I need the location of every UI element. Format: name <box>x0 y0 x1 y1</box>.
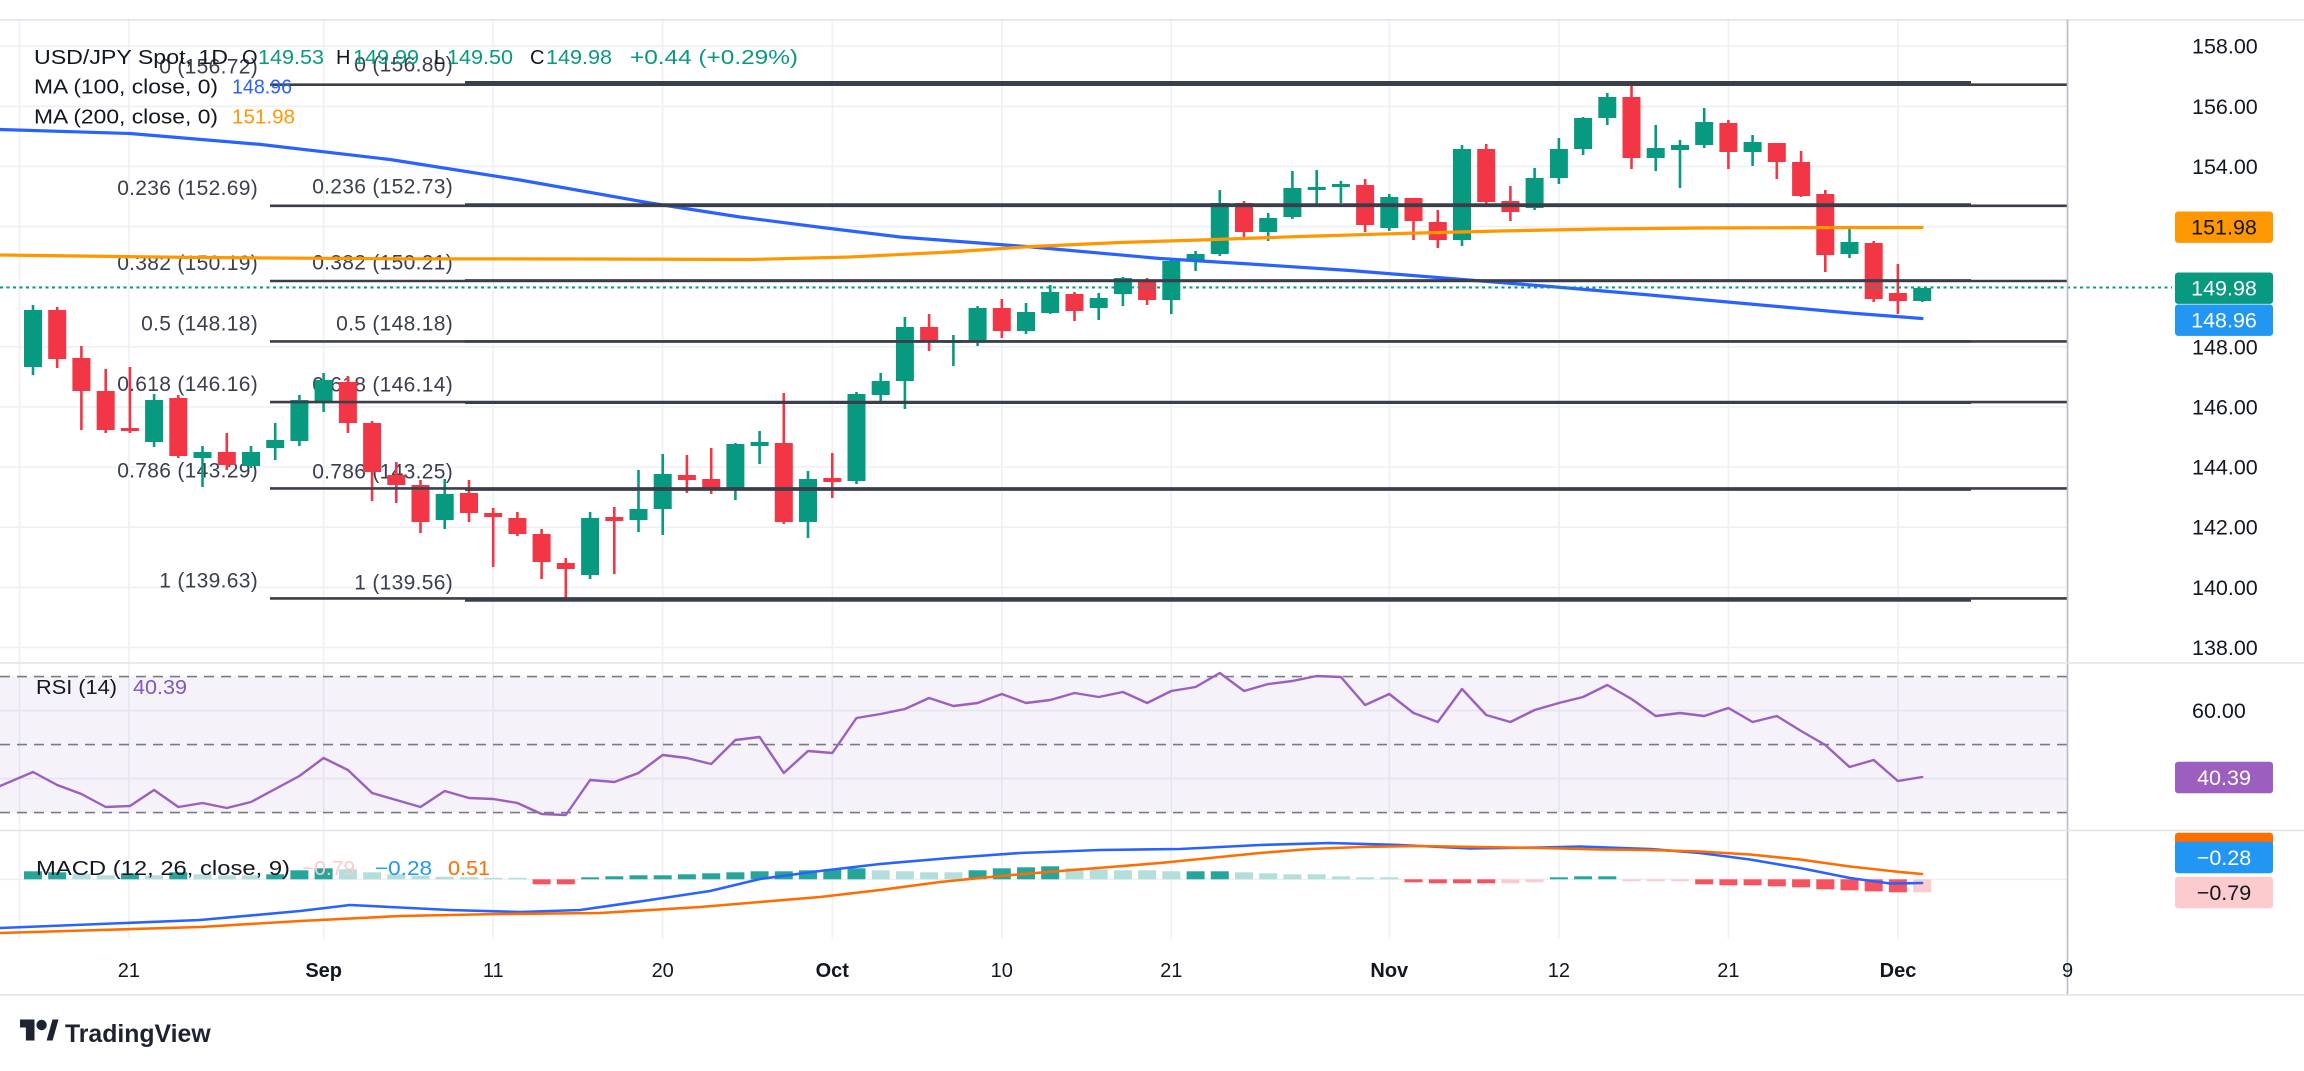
svg-text:TradingView: TradingView <box>65 1021 211 1048</box>
svg-text:0 (156.80): 0 (156.80) <box>354 53 453 76</box>
svg-text:−0.79: −0.79 <box>2197 881 2251 905</box>
svg-text:149.98: 149.98 <box>546 47 612 69</box>
svg-text:L: L <box>434 47 445 69</box>
svg-text:−0.28: −0.28 <box>2197 846 2251 870</box>
svg-text:149.53: 149.53 <box>258 47 324 69</box>
svg-text:158.00: 158.00 <box>2192 35 2258 59</box>
svg-text:MACD (12, 26, close, 9): MACD (12, 26, close, 9) <box>36 858 290 880</box>
svg-text:H: H <box>336 47 350 69</box>
svg-text:O: O <box>242 47 258 69</box>
svg-text:−0.79: −0.79 <box>302 858 355 880</box>
svg-text:Dec: Dec <box>1880 960 1917 982</box>
svg-text:0.786 (143.29): 0.786 (143.29) <box>117 459 258 482</box>
svg-text:149.98: 149.98 <box>2191 277 2257 301</box>
svg-text:0.236 (152.73): 0.236 (152.73) <box>312 176 453 199</box>
svg-text:0 (156.72): 0 (156.72) <box>159 56 258 79</box>
svg-text:140.00: 140.00 <box>2192 576 2258 600</box>
svg-text:MA (200, close, 0): MA (200, close, 0) <box>34 107 218 129</box>
svg-text:40.39: 40.39 <box>133 677 187 699</box>
svg-text:0.236 (152.69): 0.236 (152.69) <box>117 177 258 200</box>
svg-text:+0.44 (+0.29%): +0.44 (+0.29%) <box>630 47 798 69</box>
svg-text:USD/JPY Spot, 1D: USD/JPY Spot, 1D <box>34 47 228 69</box>
svg-text:0.5 (148.18): 0.5 (148.18) <box>141 312 258 335</box>
svg-text:Sep: Sep <box>305 960 342 982</box>
svg-text:144.00: 144.00 <box>2192 456 2258 480</box>
svg-text:1 (139.56): 1 (139.56) <box>354 572 453 595</box>
svg-text:148.96: 148.96 <box>2191 309 2257 333</box>
svg-text:148.00: 148.00 <box>2192 335 2258 359</box>
svg-text:0.618 (146.16): 0.618 (146.16) <box>117 373 258 396</box>
svg-text:156.00: 156.00 <box>2192 95 2258 119</box>
svg-text:RSI (14): RSI (14) <box>36 677 117 699</box>
svg-text:151.98: 151.98 <box>2191 216 2257 240</box>
svg-text:Oct: Oct <box>816 960 850 982</box>
svg-text:154.00: 154.00 <box>2192 155 2258 179</box>
svg-text:−0.28: −0.28 <box>375 858 432 880</box>
svg-text:0.382 (150.21): 0.382 (150.21) <box>312 251 453 274</box>
svg-text:1 (139.63): 1 (139.63) <box>159 569 258 592</box>
svg-text:149.50: 149.50 <box>447 47 513 69</box>
svg-text:0.786 (143.25): 0.786 (143.25) <box>312 461 453 484</box>
svg-text:9: 9 <box>2062 960 2073 982</box>
svg-text:151.98: 151.98 <box>232 107 295 129</box>
svg-text:Nov: Nov <box>1370 960 1409 982</box>
svg-text:11: 11 <box>483 960 504 982</box>
svg-text:10: 10 <box>991 960 1013 982</box>
svg-text:21: 21 <box>118 960 140 982</box>
svg-text:C: C <box>530 47 544 69</box>
svg-text:146.00: 146.00 <box>2192 395 2258 419</box>
svg-text:60.00: 60.00 <box>2192 699 2246 723</box>
svg-text:0.5 (148.18): 0.5 (148.18) <box>336 312 453 335</box>
svg-text:142.00: 142.00 <box>2192 516 2258 540</box>
svg-text:21: 21 <box>1160 960 1182 982</box>
svg-text:MA (100, close, 0): MA (100, close, 0) <box>34 77 218 99</box>
svg-text:149.99: 149.99 <box>353 47 419 69</box>
svg-text:138.00: 138.00 <box>2192 636 2258 660</box>
svg-text:0.618 (146.14): 0.618 (146.14) <box>312 374 453 397</box>
svg-text:12: 12 <box>1548 960 1570 982</box>
svg-text:40.39: 40.39 <box>2197 766 2251 790</box>
svg-text:0.51: 0.51 <box>448 858 490 880</box>
svg-text:21: 21 <box>1717 960 1739 982</box>
svg-text:20: 20 <box>652 960 674 982</box>
svg-text:148.96: 148.96 <box>232 77 292 99</box>
